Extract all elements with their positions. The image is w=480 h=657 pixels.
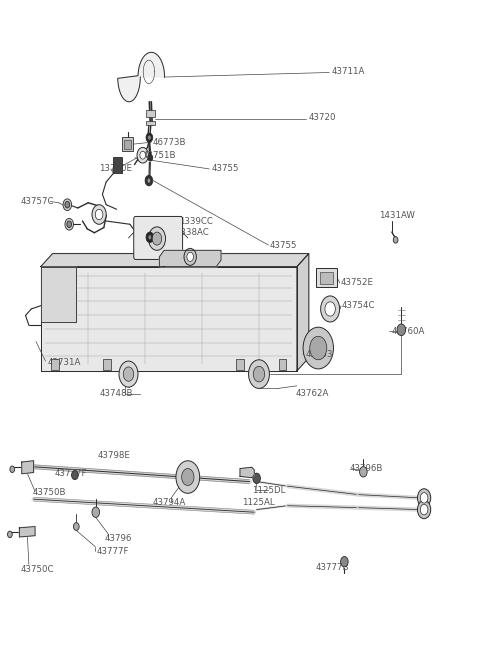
Text: 43798E: 43798E <box>97 451 131 460</box>
Text: 43751B: 43751B <box>143 150 176 160</box>
Circle shape <box>146 133 153 142</box>
Polygon shape <box>159 250 221 267</box>
Text: 43752E: 43752E <box>341 279 374 287</box>
Circle shape <box>420 505 428 515</box>
Circle shape <box>137 147 148 163</box>
Polygon shape <box>41 254 309 267</box>
Circle shape <box>253 473 261 484</box>
Circle shape <box>96 210 103 219</box>
Circle shape <box>321 296 340 322</box>
Circle shape <box>67 221 72 227</box>
Circle shape <box>10 466 14 472</box>
Circle shape <box>253 367 264 382</box>
Polygon shape <box>19 526 35 537</box>
Text: 43757C: 43757C <box>21 197 54 206</box>
Polygon shape <box>41 267 76 322</box>
Circle shape <box>147 178 151 183</box>
Circle shape <box>152 232 162 245</box>
Circle shape <box>8 531 12 537</box>
Circle shape <box>360 466 367 477</box>
Text: 43777F: 43777F <box>96 547 129 556</box>
Text: 43777F: 43777F <box>55 469 87 478</box>
Circle shape <box>148 227 166 250</box>
Text: 43751E: 43751E <box>185 256 218 265</box>
Circle shape <box>420 493 428 503</box>
Text: 43750C: 43750C <box>21 565 54 574</box>
Bar <box>146 122 155 125</box>
Text: 1339CC: 1339CC <box>179 217 213 226</box>
Bar <box>51 359 59 369</box>
Text: 1431AW: 1431AW <box>379 212 415 220</box>
Circle shape <box>397 324 406 336</box>
Text: 1125AL: 1125AL <box>242 498 275 507</box>
Circle shape <box>147 135 151 140</box>
Circle shape <box>145 175 153 186</box>
Circle shape <box>73 522 79 530</box>
Text: 43777B: 43777B <box>316 563 349 572</box>
Circle shape <box>249 360 269 388</box>
Polygon shape <box>297 254 309 371</box>
Circle shape <box>341 556 348 567</box>
Circle shape <box>146 232 154 242</box>
Bar <box>124 139 131 148</box>
Text: 43796B: 43796B <box>349 464 383 473</box>
Text: 43755: 43755 <box>212 164 239 173</box>
Bar <box>320 272 334 284</box>
Text: 46773B: 46773B <box>152 138 186 147</box>
Text: 43748B: 43748B <box>99 389 133 398</box>
Circle shape <box>140 151 145 159</box>
Text: 43753: 43753 <box>305 350 333 359</box>
Circle shape <box>119 361 138 387</box>
Circle shape <box>393 237 398 243</box>
Text: 43720: 43720 <box>309 113 336 122</box>
Polygon shape <box>118 53 165 102</box>
Bar <box>279 359 287 369</box>
FancyBboxPatch shape <box>134 216 182 260</box>
Bar <box>122 137 133 151</box>
Polygon shape <box>22 461 34 474</box>
Text: 1125DL: 1125DL <box>252 486 285 495</box>
Circle shape <box>310 336 327 360</box>
Text: 43762A: 43762A <box>296 389 329 398</box>
Circle shape <box>184 248 196 265</box>
Polygon shape <box>240 467 254 478</box>
Polygon shape <box>41 267 297 371</box>
Circle shape <box>176 461 200 493</box>
Text: 43796: 43796 <box>105 533 132 543</box>
Circle shape <box>123 367 134 381</box>
Circle shape <box>303 327 334 369</box>
Circle shape <box>148 235 152 240</box>
Circle shape <box>63 199 72 211</box>
Circle shape <box>148 154 153 161</box>
Circle shape <box>92 507 99 518</box>
Text: 43731A: 43731A <box>48 358 81 367</box>
Bar <box>236 359 244 369</box>
Text: 43750B: 43750B <box>32 488 66 497</box>
Circle shape <box>92 205 106 224</box>
Text: 43754C: 43754C <box>342 301 375 310</box>
Circle shape <box>418 489 431 507</box>
Bar <box>113 157 122 173</box>
Text: 43760A: 43760A <box>392 327 425 336</box>
Text: 43794A: 43794A <box>152 498 185 507</box>
Bar <box>103 359 111 369</box>
Circle shape <box>181 468 194 486</box>
Text: 13740E: 13740E <box>98 164 132 173</box>
Circle shape <box>187 252 193 261</box>
Text: 43755: 43755 <box>270 240 298 250</box>
Circle shape <box>325 302 336 316</box>
Circle shape <box>65 218 73 230</box>
Text: 43711A: 43711A <box>331 66 364 76</box>
Bar <box>146 110 155 117</box>
Circle shape <box>65 202 70 208</box>
Bar <box>316 268 337 288</box>
Circle shape <box>72 470 78 480</box>
Circle shape <box>418 501 431 519</box>
Polygon shape <box>164 254 216 267</box>
Text: 1338AC: 1338AC <box>175 227 208 237</box>
